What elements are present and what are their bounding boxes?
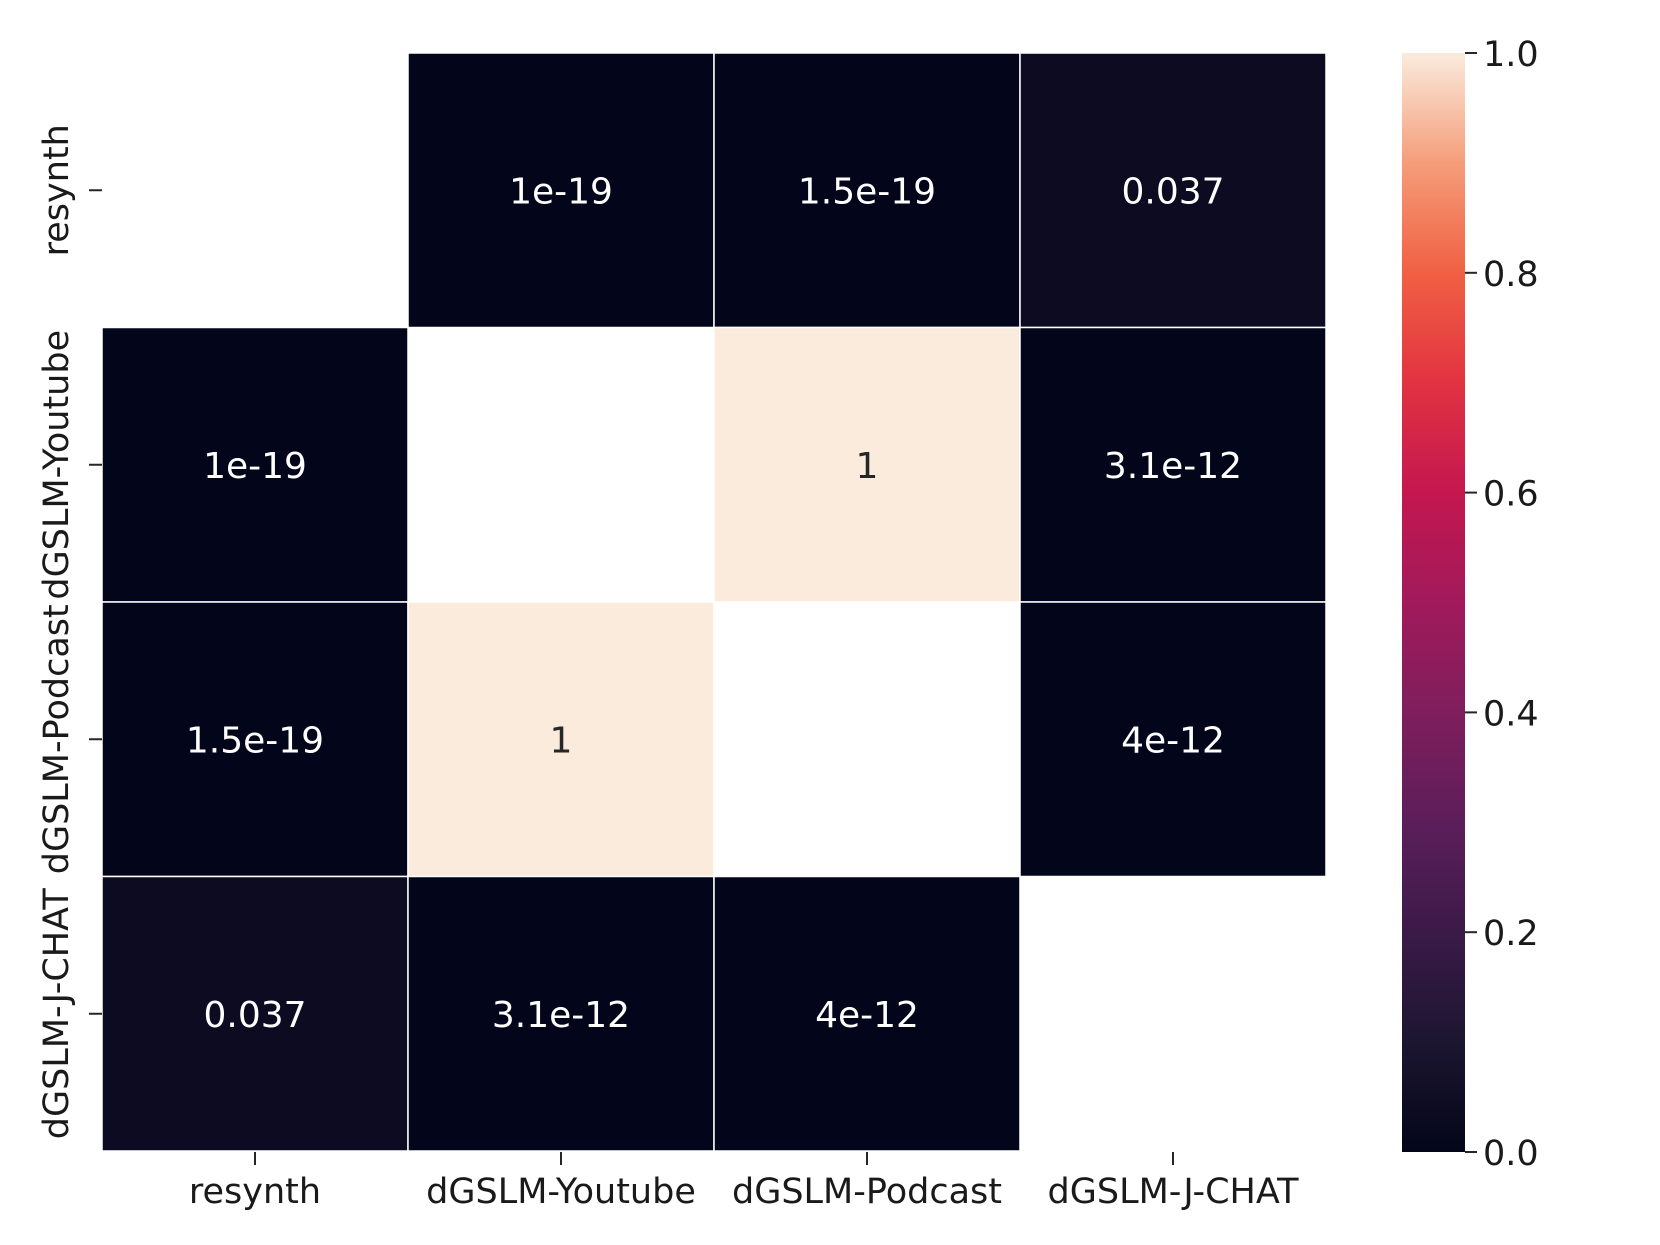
heatmap-cell xyxy=(1019,601,1327,878)
y-tick-label: dGSLM-J-CHAT xyxy=(37,888,77,1140)
x-tick-label: dGSLM-Podcast xyxy=(732,1172,1002,1212)
colorbar-tick-label: 0.6 xyxy=(1483,475,1539,515)
cell-annotation: 4e-12 xyxy=(815,995,919,1036)
x-tick-label: dGSLM-J-CHAT xyxy=(1048,1172,1300,1212)
heatmap-cell xyxy=(407,52,715,329)
cell-annotation: 1e-19 xyxy=(203,446,307,487)
colorbar-tick-label: 0.4 xyxy=(1483,694,1539,734)
x-axis: resynth dGSLM-Youtube dGSLM-Podcast dGSLM-J… xyxy=(189,1152,1299,1212)
y-tick-label: resynth xyxy=(37,124,77,256)
colorbar-tick-label: 1.0 xyxy=(1483,35,1539,75)
cell-annotation: 1 xyxy=(550,720,573,761)
cell-annotation: 0.037 xyxy=(1121,171,1224,212)
colorbar: 0.0 0.2 0.4 0.6 0.8 1.0 xyxy=(1402,35,1539,1174)
heatmap-cell xyxy=(407,601,715,878)
heatmap-cells: 1e-19 1.5e-19 0.037 1e-19 1 3.1e-12 1.5e-19 1 4e… xyxy=(101,52,1327,1152)
heatmap-cell xyxy=(101,326,409,603)
colorbar-gradient xyxy=(1402,53,1465,1152)
heatmap-cell xyxy=(713,326,1021,603)
heatmap-cell xyxy=(101,601,409,878)
heatmap-cell xyxy=(713,875,1021,1152)
cell-annotation: 3.1e-12 xyxy=(1104,446,1242,487)
heatmap-cell xyxy=(713,52,1021,329)
cell-annotation: 3.1e-12 xyxy=(492,995,630,1036)
cell-annotation: 1.5e-19 xyxy=(186,720,324,761)
colorbar-tick-label: 0.2 xyxy=(1483,914,1539,954)
cell-annotation: 1e-19 xyxy=(509,171,613,212)
cell-annotation: 1 xyxy=(856,446,879,487)
y-tick-label: dGSLM-Youtube xyxy=(37,330,77,600)
y-tick-label: dGSLM-Podcast xyxy=(37,604,77,874)
colorbar-tick-label: 0.8 xyxy=(1483,255,1539,295)
cell-annotation: 1.5e-19 xyxy=(798,171,936,212)
cell-annotation: 0.037 xyxy=(203,995,306,1036)
heatmap-cell xyxy=(1019,326,1327,603)
colorbar-tick-label: 0.0 xyxy=(1483,1134,1539,1174)
x-tick-label: resynth xyxy=(189,1172,321,1212)
cell-annotation: 4e-12 xyxy=(1121,720,1225,761)
heatmap-cell xyxy=(1019,52,1327,329)
x-tick-label: dGSLM-Youtube xyxy=(426,1172,696,1212)
heatmap-cell xyxy=(101,875,409,1152)
